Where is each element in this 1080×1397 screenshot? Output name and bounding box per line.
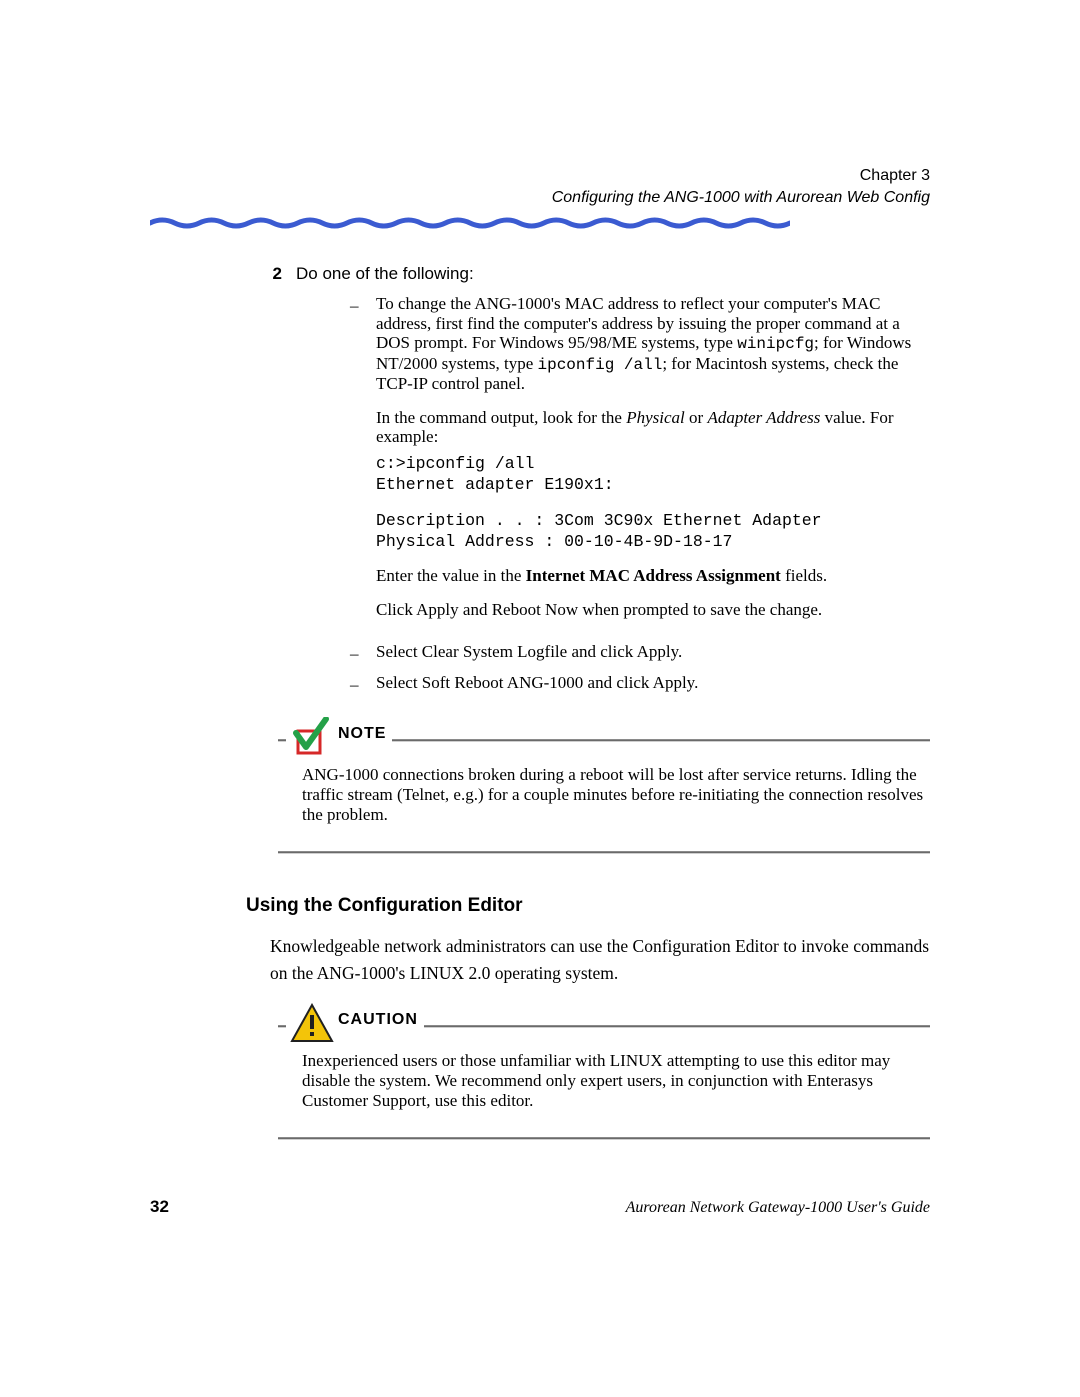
page: Chapter 3 Configuring the ANG-1000 with … xyxy=(0,0,1080,1337)
code-block-1: c:>ipconfig /all Ethernet adapter E190x1… xyxy=(376,453,930,496)
sub-item-body: To change the ANG-1000's MAC address to … xyxy=(376,294,930,619)
code-block-2: Description . . : 3Com 3C90x Ethernet Ad… xyxy=(376,510,930,553)
paragraph-enter: Enter the value in the Internet MAC Addr… xyxy=(376,566,930,586)
section-body: Knowledgeable network administrators can… xyxy=(270,933,930,987)
step-number: 2 xyxy=(150,264,296,284)
italic: Physical xyxy=(626,408,685,427)
sub-item-mac: – To change the ANG-1000's MAC address t… xyxy=(350,294,930,619)
text: or xyxy=(685,408,708,427)
sub-list: – To change the ANG-1000's MAC address t… xyxy=(350,294,930,694)
text: Enter the value in the xyxy=(376,566,526,585)
note-body: ANG-1000 connections broken during a reb… xyxy=(302,765,930,825)
page-header: Chapter 3 Configuring the ANG-1000 with … xyxy=(150,165,930,208)
chapter-label: Chapter 3 xyxy=(150,165,930,187)
sub-item-clear-log: – Select Clear System Logfile and click … xyxy=(350,642,930,664)
text: fields. xyxy=(781,566,827,585)
inline-code: ipconfig /all xyxy=(538,356,663,374)
dash-icon: – xyxy=(350,294,376,619)
sub-item-body: Select Clear System Logfile and click Ap… xyxy=(376,642,930,664)
italic: Adapter Address xyxy=(707,408,820,427)
step-intro: Do one of the following: xyxy=(296,264,930,284)
warning-triangle-icon xyxy=(286,1003,338,1048)
caution-body: Inexperienced users or those unfamiliar … xyxy=(302,1051,930,1111)
page-number: 32 xyxy=(150,1197,169,1217)
dash-icon: – xyxy=(350,642,376,664)
sub-item-body: Select Soft Reboot ANG-1000 and click Ap… xyxy=(376,673,930,695)
dash-icon: – xyxy=(350,673,376,695)
note-label: NOTE xyxy=(332,725,392,743)
caution-header: CAUTION xyxy=(278,1009,930,1043)
sub-item-soft-reboot: – Select Soft Reboot ANG-1000 and click … xyxy=(350,673,930,695)
page-footer: 32 Aurorean Network Gateway-1000 User's … xyxy=(150,1197,930,1217)
bold: Internet MAC Address Assignment xyxy=(526,566,781,585)
note-callout: NOTE ANG-1000 connections broken during … xyxy=(278,723,930,855)
caution-callout: CAUTION Inexperienced users or those unf… xyxy=(278,1009,930,1141)
paragraph-apply: Click Apply and Reboot Now when prompted… xyxy=(376,600,930,620)
wave-separator xyxy=(150,216,930,230)
paragraph-lookfor: In the command output, look for the Phys… xyxy=(376,408,930,447)
guide-title: Aurorean Network Gateway-1000 User's Gui… xyxy=(626,1199,930,1217)
chapter-subtitle: Configuring the ANG-1000 with Aurorean W… xyxy=(150,187,930,209)
note-header: NOTE xyxy=(278,723,930,757)
caution-label: CAUTION xyxy=(332,1011,424,1029)
text: In the command output, look for the xyxy=(376,408,626,427)
inline-code: winipcfg xyxy=(737,335,814,353)
checkmark-icon xyxy=(286,717,334,762)
step-2: 2 Do one of the following: xyxy=(150,264,930,284)
section-heading: Using the Configuration Editor xyxy=(246,895,930,917)
caution-rule-bottom xyxy=(278,1137,930,1141)
note-rule-bottom xyxy=(278,851,930,855)
